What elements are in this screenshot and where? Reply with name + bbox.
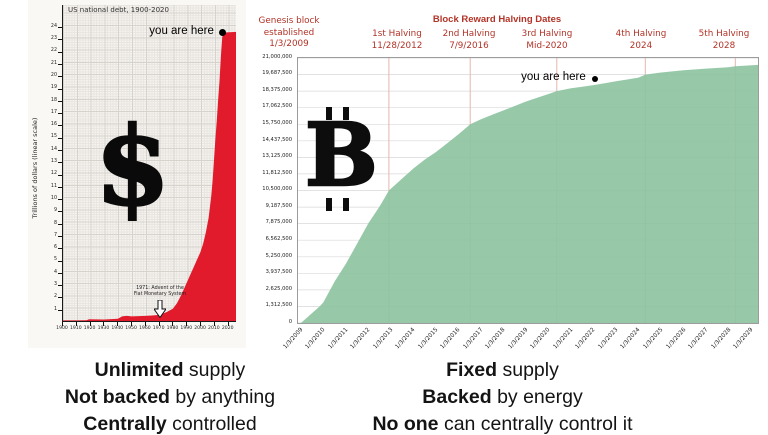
btc-area-svg [298,58,758,323]
caption-bold: No one [372,413,439,435]
caption-rest: can centrally control it [438,413,633,435]
caption-rest: supply [183,359,246,381]
x-tick-label: 1/3/2024 [620,327,642,351]
debt-area-svg [63,31,236,321]
annotation-line: 1971: Advent of the [136,286,184,291]
y-tick-label: 18,375,000 [262,86,292,93]
caption-line: Fixed supply [335,357,670,384]
caption-rest: supply [497,359,559,381]
caption-line: Centrally controlled [10,411,330,435]
us-debt-chart-title: US national debt, 1900-2020 [68,6,169,14]
y-tick-label: 14,437,500 [262,136,292,143]
bitcoin-symbol-stroke [343,198,349,211]
halving-label-line: 4th Halving [615,29,667,39]
x-tick-label: 1/3/2026 [665,327,687,351]
x-tick-label: 1/3/2015 [417,327,440,351]
x-tick-label: 1/3/2022 [575,327,597,351]
bitcoin-symbol-letter: B [304,105,379,206]
halving-label-line: 1/3/2009 [269,39,309,49]
y-tick-label: 19,687,500 [262,70,292,77]
halving-label-line: 2nd Halving [442,29,496,39]
bitcoin-symbol: B [304,105,379,211]
x-tick-label: 1/3/2028 [710,327,732,351]
y-tick-label: 2,625,000 [265,285,292,292]
halving-label-line: Mid-2020 [526,40,568,51]
fiat-1971-annotation: 1971: Advent of the Fiat Monetary System [120,286,200,298]
halving-label-line: 1st Halving [372,29,422,39]
fiat-caption: Unlimited supply Not backed by anything … [10,357,330,435]
halving-dates-title: Block Reward Halving Dates [432,14,562,25]
x-tick-label: 1/3/2023 [597,327,620,351]
y-tick-label: 13,125,000 [262,153,292,160]
first-halving-label: 1st Halving 11/28/2012 [342,29,452,52]
y-tick-label: 10,500,000 [262,186,292,193]
fifth-halving-label: 5th Halving 2028 [669,29,768,52]
btc-supply-plot-area [297,57,759,324]
y-tick-label: 17,062,500 [262,103,292,110]
y-tick-label: 3,937,500 [265,269,292,276]
caption-rest: by anything [169,386,276,408]
caption-line: Backed by energy [335,384,670,411]
y-tick-label: 9,187,500 [265,202,292,209]
x-tick-label: 1/3/2029 [732,327,755,351]
halving-label-line: established [263,27,315,38]
caption-bold: Centrally [83,413,167,435]
x-tick-label: 1/3/2013 [372,327,395,351]
y-tick-label: 11,812,500 [262,169,292,176]
us-debt-plot-area [62,5,236,322]
bitcoin-symbol-stroke [326,198,332,211]
us-debt-y-axis-title: Trillions of dollars (linear scale) [31,117,39,219]
x-tick-label: 1/3/2027 [687,327,710,351]
third-halving-label: 3rd Halving Mid-2020 [492,29,602,52]
y-tick-label: 7,875,000 [265,219,292,226]
x-tick-label: 1/3/2017 [462,327,485,351]
halving-label-line: 5th Halving [698,29,750,39]
caption-bold: Fixed [446,359,498,381]
x-tick-label: 1/3/2009 [282,327,305,351]
halving-label-line: Genesis block [258,16,320,26]
x-tick-label: 1/3/2025 [642,327,665,351]
x-tick-label: 1/3/2011 [327,327,350,351]
down-arrow-icon [154,300,166,318]
y-tick-label: 1,312,500 [265,302,292,309]
x-tick-label: 1/3/2014 [395,327,417,351]
x-tick-label: 1/3/2012 [350,327,372,351]
caption-rest: controlled [166,413,257,435]
halving-label-line: 2024 [629,40,653,51]
dollar-symbol: $ [94,104,172,230]
x-tick-label: 1/3/2021 [552,327,575,351]
y-tick-label: 0 [288,318,292,325]
bitcoin-symbol-stroke [343,107,349,120]
caption-bold: Not backed [64,386,170,408]
x-tick-label: 1/3/2020 [530,327,552,351]
halving-label-line: 7/9/2016 [449,40,489,51]
x-tick-label: 1/3/2016 [440,327,462,351]
halving-label-line: 11/28/2012 [371,40,423,51]
x-tick-label: 1/3/2019 [507,327,530,351]
caption-line: No one can centrally control it [335,411,670,435]
caption-rest: by energy [491,386,583,408]
caption-bold: Backed [422,386,492,408]
annotation-line: Fiat Monetary System [133,292,187,297]
halving-label-line: 3rd Halving [521,29,573,39]
y-tick-label: 21,000,000 [262,53,292,60]
bitcoin-symbol-stroke [326,107,332,120]
x-tick-label: 1/3/2018 [485,327,507,351]
y-tick-label: 15,750,000 [262,120,292,127]
caption-line: Not backed by anything [10,384,330,411]
caption-bold: Unlimited [94,359,184,381]
x-tick-label: 1/3/2010 [304,327,327,351]
halving-label-line: 2028 [712,40,736,51]
bitcoin-caption: Fixed supply Backed by energy No one can… [335,357,670,435]
second-halving-label: 2nd Halving 7/9/2016 [414,29,524,52]
genesis-block-label: Genesis block established 1/3/2009 [234,16,344,51]
caption-line: Unlimited supply [10,357,330,384]
y-tick-label: 5,250,000 [265,252,292,259]
fourth-halving-label: 4th Halving 2024 [586,29,696,52]
y-tick-label: 6,562,500 [265,235,292,242]
